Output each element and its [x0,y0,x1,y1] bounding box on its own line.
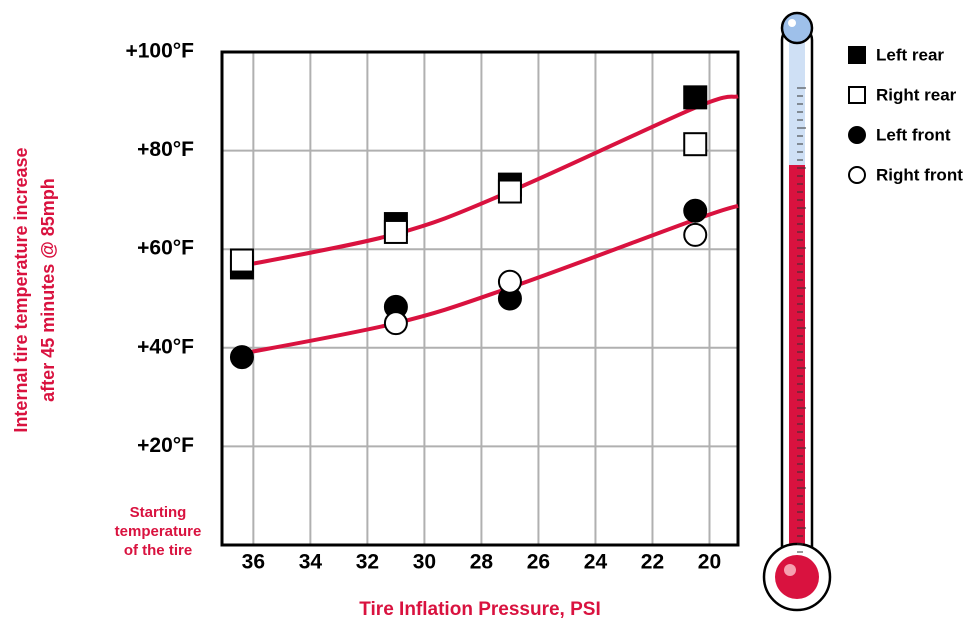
marker [231,346,253,368]
marker [684,200,706,222]
y-tick-label: +80°F [137,138,194,161]
x-tick-label: 36 [242,551,265,574]
y-tick-label: +60°F [137,237,194,260]
annotation: of the tire [124,542,192,559]
x-tick-label: 28 [470,551,494,574]
y-axis-label: Internal tire temperature increase [11,147,31,432]
chart: 36 34 32 30 28 26 24 22 20 +20°F +40°F +60°F +80°F +1… [0,0,979,627]
legend-marker [849,87,865,103]
marker [684,86,706,108]
legend-label: Left rear [876,45,944,64]
y-tick-label: +40°F [137,335,194,358]
y-tick-label: +100°F [125,40,194,63]
marker [684,133,706,155]
x-tick-label: 34 [299,551,323,574]
annotation: temperature [115,523,202,540]
legend-marker [849,47,865,63]
y-axis-label: after 45 minutes @ 85mph [38,178,58,402]
legend-label: Right front [876,165,963,184]
legend-marker [849,167,865,183]
thermometer [764,13,830,610]
x-tick-label: 30 [413,551,436,574]
legend-label: Right rear [876,85,957,104]
marker [385,221,407,243]
x-tick-label: 26 [527,551,550,574]
marker [385,312,407,334]
x-tick-label: 20 [698,551,721,574]
x-tick-label: 22 [641,551,664,574]
legend-marker [849,127,865,143]
x-tick-label: 32 [356,551,379,574]
legend-label: Left front [876,125,951,144]
marker [684,224,706,246]
x-axis-label: Tire Inflation Pressure, PSI [359,599,600,620]
x-tick-label: 24 [584,551,608,574]
marker [499,181,521,203]
marker [231,250,253,272]
annotation: Starting [130,504,187,521]
y-tick-label: +20°F [137,434,194,457]
marker [499,271,521,293]
